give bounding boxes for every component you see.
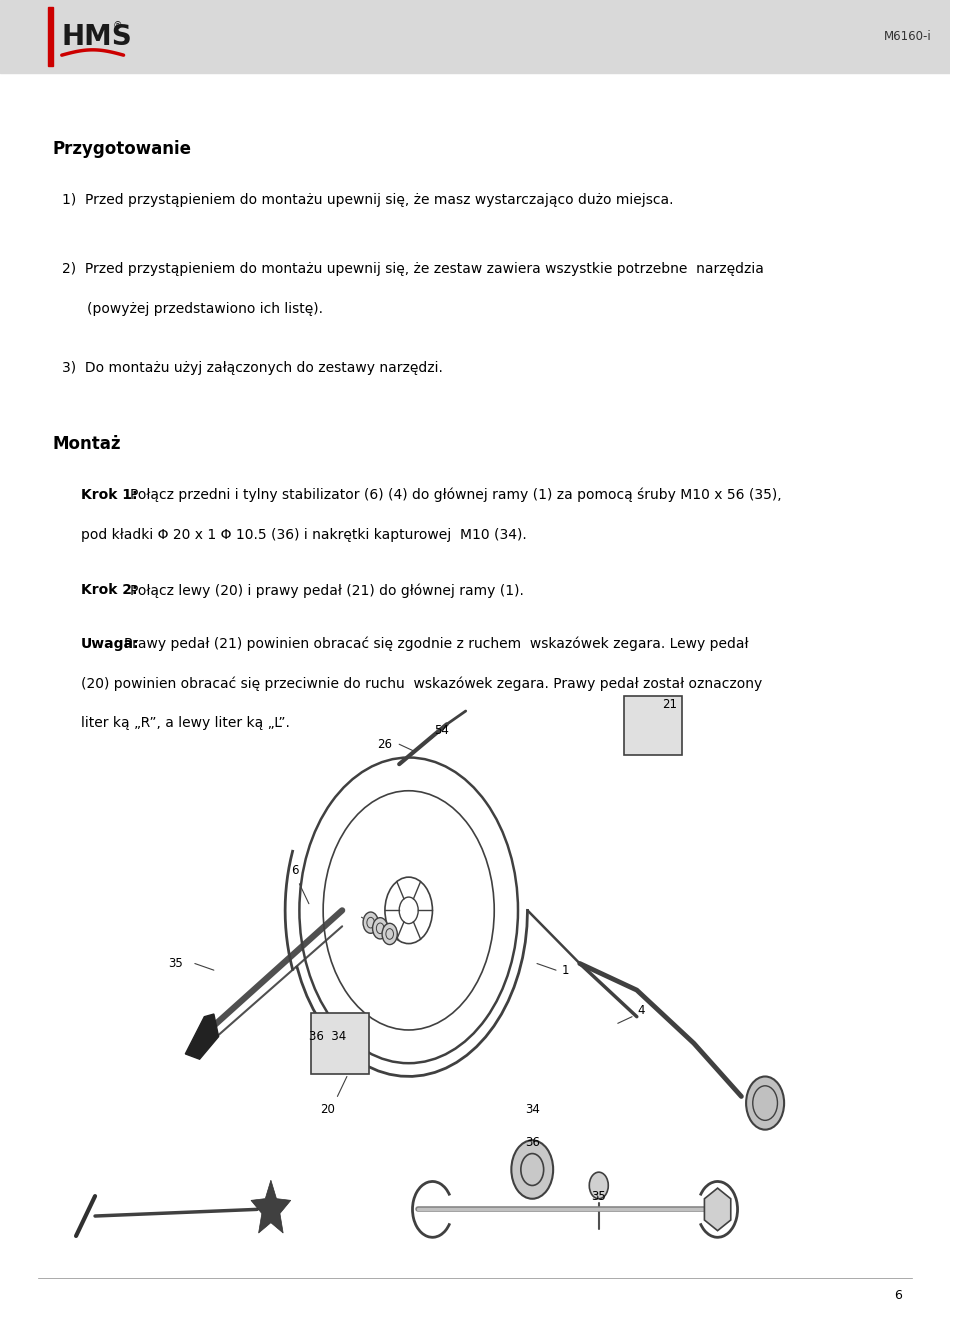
Text: Przygotowanie: Przygotowanie [52,140,191,158]
Text: 26: 26 [377,738,393,751]
Text: 35: 35 [168,957,183,970]
Text: 35: 35 [591,1189,606,1203]
Circle shape [746,1076,784,1130]
Text: 36: 36 [525,1136,540,1150]
Text: 2)  Przed przystąpieniem do montażu upewnij się, że zestaw zawiera wszystkie pot: 2) Przed przystąpieniem do montażu upewn… [61,262,763,276]
Text: 36  34: 36 34 [309,1030,347,1043]
Text: (powyżej przedstawiono ich listę).: (powyżej przedstawiono ich listę). [87,302,324,316]
Bar [48,7,53,66]
Text: Krok 1:: Krok 1: [81,488,137,502]
Circle shape [512,1140,553,1199]
Polygon shape [185,1014,219,1059]
Text: Połącz lewy (20) i prawy pedał (21) do głównej ramy (1).: Połącz lewy (20) i prawy pedał (21) do g… [131,583,524,598]
Text: 1)  Przed przystąpieniem do montażu upewnij się, że masz wystarczająco dużo miej: 1) Przed przystąpieniem do montażu upewn… [61,193,673,207]
Text: liter ką „R”, a lewy liter ką „L”.: liter ką „R”, a lewy liter ką „L”. [81,716,290,731]
Text: Uwaga:: Uwaga: [81,637,139,651]
Polygon shape [705,1188,731,1231]
Text: 3)  Do montażu użyj załączonych do zestawy narzędzi.: 3) Do montażu użyj załączonych do zestaw… [61,361,443,376]
FancyBboxPatch shape [311,1013,369,1074]
Text: 34: 34 [525,1103,540,1116]
Text: Montaż: Montaż [52,435,121,453]
Circle shape [372,917,388,938]
Text: 1: 1 [562,964,569,977]
Text: 6: 6 [894,1289,902,1302]
FancyBboxPatch shape [624,696,683,755]
Text: Połącz przedni i tylny stabilizator (6) (4) do głównej ramy (1) za pomocą śruby : Połącz przedni i tylny stabilizator (6) … [131,488,781,502]
Text: 4: 4 [637,1003,645,1017]
Text: 21: 21 [662,698,678,711]
Circle shape [382,924,397,945]
Text: Krok 2:: Krok 2: [81,583,137,598]
Text: HMS: HMS [61,23,132,51]
Text: (20) powinien obracać się przeciwnie do ruchu  wskazówek zegara. Prawy pedał zos: (20) powinien obracać się przeciwnie do … [81,676,762,691]
Text: 6: 6 [291,864,299,877]
Text: pod kładki Φ 20 x 1 Φ 10.5 (36) i nakrętki kapturowej  M10 (34).: pod kładki Φ 20 x 1 Φ 10.5 (36) i nakręt… [81,528,526,542]
Circle shape [363,912,378,933]
Text: M6160-i: M6160-i [884,31,931,43]
Text: ®: ® [112,21,122,31]
Text: 54: 54 [435,724,449,738]
Polygon shape [251,1180,291,1233]
Circle shape [589,1172,609,1199]
Text: 20: 20 [321,1103,335,1116]
Bar [0,0,950,73]
Text: Prawy pedał (21) powinien obracać się zgodnie z ruchem  wskazówek zegara. Lewy p: Prawy pedał (21) powinien obracać się zg… [124,637,748,651]
